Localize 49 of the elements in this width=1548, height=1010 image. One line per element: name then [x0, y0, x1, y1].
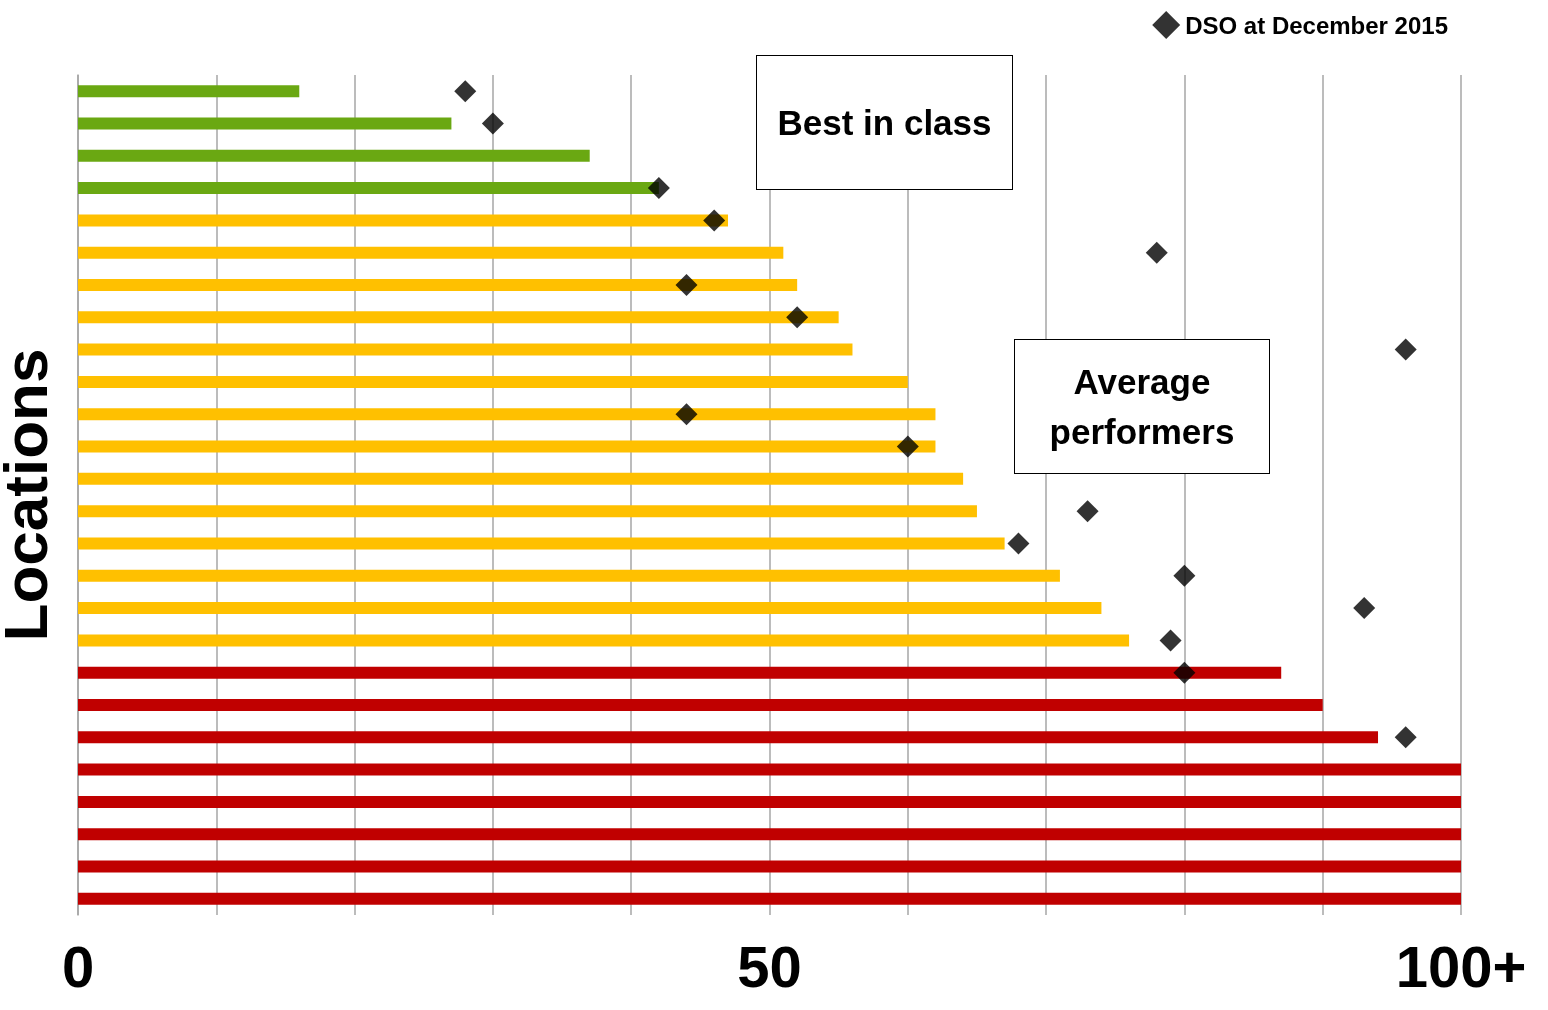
text-box: Best in class: [756, 55, 1013, 190]
bar: [78, 699, 1323, 711]
bar: [78, 440, 936, 453]
bar: [78, 828, 1461, 841]
bar: [78, 666, 1282, 679]
point: [1394, 726, 1417, 749]
point: [481, 112, 504, 135]
point: [786, 306, 809, 329]
bar: [78, 892, 1461, 905]
point: [675, 274, 698, 296]
legend-label: DSO at December 2015: [1185, 11, 1449, 39]
bar: [78, 569, 1060, 582]
point: [1173, 661, 1196, 684]
bar: [78, 537, 1005, 550]
point: [1394, 338, 1417, 361]
bar: [78, 505, 977, 518]
point: [1007, 532, 1030, 555]
bar: [78, 343, 853, 356]
bar: [78, 149, 590, 162]
bar: [78, 311, 839, 324]
bar: [78, 602, 1102, 615]
bar: [78, 117, 452, 130]
bar: [78, 763, 1461, 776]
bar: [78, 860, 1461, 873]
y-axis-title: Locations: [0, 348, 60, 642]
point: [1076, 500, 1099, 523]
bar: [78, 472, 964, 485]
point: [647, 177, 670, 200]
x-tick-label: 50: [737, 933, 802, 999]
bar: [78, 85, 300, 98]
point: [1173, 564, 1196, 587]
bar: [78, 731, 1379, 744]
point: [1145, 241, 1168, 264]
point: [675, 403, 698, 426]
bar: [78, 795, 1461, 808]
x-tick-label: 0: [61, 933, 95, 999]
point: [454, 80, 477, 103]
bar: [78, 279, 798, 291]
point: [1353, 597, 1376, 620]
bar: [78, 634, 1130, 647]
bar: [78, 246, 784, 259]
x-tick-label: 100+: [1395, 933, 1527, 999]
point: [703, 209, 726, 232]
bar: [78, 408, 936, 421]
bar: [78, 214, 729, 227]
bar: [78, 375, 908, 388]
text-box: Average performers: [1014, 339, 1270, 474]
point: [1159, 629, 1182, 652]
point: [896, 435, 919, 458]
